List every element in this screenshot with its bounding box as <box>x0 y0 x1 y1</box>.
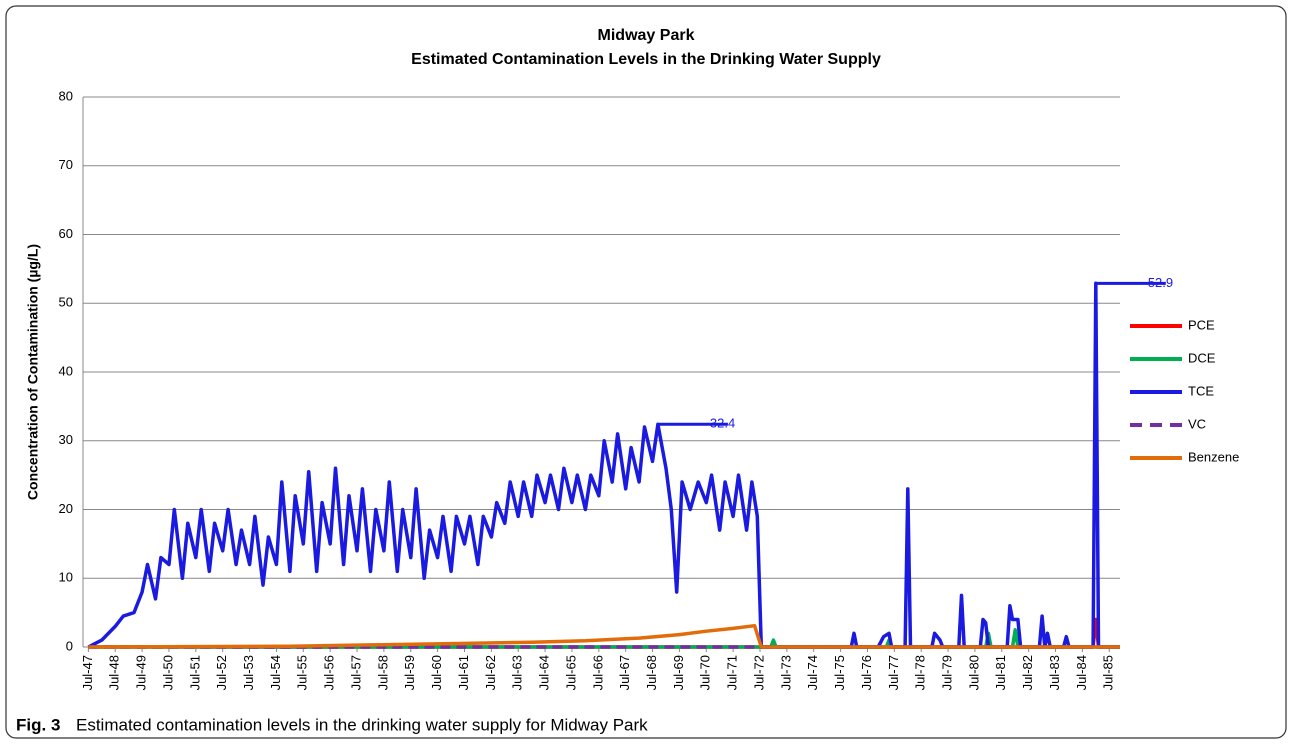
y-tick-label: 30 <box>59 432 73 447</box>
x-tick-label: Jul-68 <box>644 655 659 690</box>
legend-label: DCE <box>1188 350 1216 365</box>
caption-label: Fig. 3 <box>16 715 60 734</box>
x-tick-label: Jul-77 <box>886 655 901 690</box>
x-tick-label: Jul-56 <box>322 655 337 690</box>
series-line <box>87 281 1120 649</box>
legend-label: VC <box>1188 416 1206 431</box>
x-tick-label: Jul-72 <box>751 655 766 690</box>
x-tick-label: Jul-54 <box>268 655 283 690</box>
y-tick-label: 80 <box>59 88 73 103</box>
x-tick-label: Jul-81 <box>993 655 1008 690</box>
x-tick-label: Jul-63 <box>510 655 525 690</box>
annotation-label: 52.9 <box>1148 275 1173 290</box>
x-tick-label: Jul-85 <box>1101 655 1116 690</box>
x-tick-label: Jul-62 <box>483 655 498 690</box>
x-tick-label: Jul-84 <box>1074 655 1089 690</box>
x-tick-label: Jul-66 <box>590 655 605 690</box>
x-tick-label: Jul-61 <box>456 655 471 690</box>
x-tick-label: Jul-82 <box>1020 655 1035 690</box>
y-tick-label: 0 <box>66 638 73 653</box>
series-line <box>88 623 1120 649</box>
y-tick-label: 50 <box>59 295 73 310</box>
x-tick-label: Jul-64 <box>537 655 552 690</box>
x-tick-label: Jul-80 <box>966 655 981 690</box>
y-tick-label: 20 <box>59 501 73 516</box>
chart-subtitle: Estimated Contamination Levels in the Dr… <box>411 51 881 68</box>
legend-label: PCE <box>1188 317 1215 332</box>
x-tick-label: Jul-47 <box>80 655 95 690</box>
x-tick-label: Jul-49 <box>134 655 149 690</box>
x-tick-label: Jul-78 <box>913 655 928 690</box>
annotation-label: 32.4 <box>710 416 735 431</box>
x-tick-label: Jul-58 <box>375 655 390 690</box>
x-tick-label: Jul-70 <box>698 655 713 690</box>
x-tick-label: Jul-83 <box>1047 655 1062 690</box>
legend-label: Benzene <box>1188 449 1239 464</box>
x-tick-label: Jul-75 <box>832 655 847 690</box>
x-tick-label: Jul-74 <box>805 655 820 690</box>
x-tick-label: Jul-50 <box>160 655 175 690</box>
frame <box>5 5 1287 739</box>
x-tick-label: Jul-67 <box>617 655 632 690</box>
x-tick-label: Jul-69 <box>671 655 686 690</box>
y-tick-label: 60 <box>59 226 73 241</box>
x-tick-label: Jul-52 <box>214 655 229 690</box>
x-tick-label: Jul-73 <box>778 655 793 690</box>
x-tick-label: Jul-65 <box>563 655 578 690</box>
legend-label: TCE <box>1188 383 1214 398</box>
x-tick-label: Jul-60 <box>429 655 444 690</box>
x-tick-label: Jul-76 <box>859 655 874 690</box>
x-tick-label: Jul-71 <box>725 655 740 690</box>
y-tick-label: 40 <box>59 363 73 378</box>
x-tick-label: Jul-79 <box>939 655 954 690</box>
x-tick-label: Jul-55 <box>295 655 310 690</box>
x-tick-label: Jul-59 <box>402 655 417 690</box>
x-tick-label: Jul-48 <box>107 655 122 690</box>
chart-title: Midway Park <box>598 27 695 44</box>
x-tick-label: Jul-53 <box>241 655 256 690</box>
y-tick-label: 70 <box>59 157 73 172</box>
y-tick-label: 10 <box>59 570 73 585</box>
caption: Estimated contamination levels in the dr… <box>76 715 648 734</box>
x-tick-label: Jul-57 <box>348 655 363 690</box>
x-tick-label: Jul-51 <box>187 655 202 690</box>
y-axis-label: Concentration of Contamination (µg/L) <box>25 244 41 500</box>
